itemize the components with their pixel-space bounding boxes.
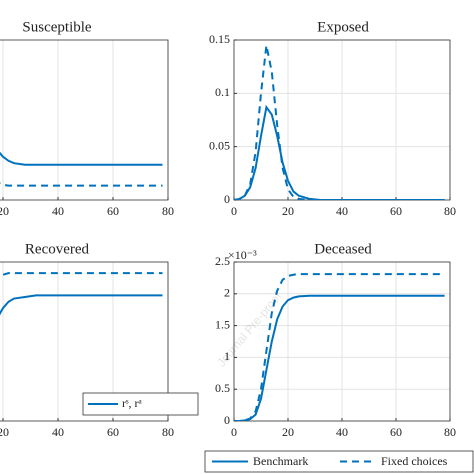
y-tick-label: 0.1 (215, 85, 230, 99)
x-tick-label: 0 (231, 425, 237, 439)
series-line (0, 294, 163, 316)
x-tick-label: 20 (282, 204, 294, 218)
x-tick-label: 20 (0, 425, 9, 439)
x-tick-label: 20 (0, 204, 9, 218)
panel-title: Deceased (314, 241, 372, 257)
series-line (234, 273, 445, 421)
series-line (0, 151, 163, 166)
x-tick-label: 80 (162, 425, 174, 439)
panel-title: Recovered (25, 241, 90, 257)
y-multiplier: ×10⁻³ (228, 248, 257, 262)
y-tick-label: 2 (224, 286, 230, 300)
series-line (234, 104, 445, 200)
axes-frame (0, 261, 169, 422)
x-tick-label: 60 (390, 425, 402, 439)
x-tick-label: 20 (282, 425, 294, 439)
x-tick-label: 60 (107, 204, 119, 218)
panel-title: Exposed (317, 19, 369, 35)
y-tick-label: 0 (224, 413, 230, 427)
panel-title: Susceptible (22, 19, 91, 35)
x-tick-label: 40 (336, 204, 348, 218)
y-tick-label: 2.5 (215, 254, 230, 268)
series-line (0, 182, 163, 187)
axes-frame (233, 261, 451, 422)
panel-legend-label: rˢ, rᵃ (122, 396, 143, 410)
y-tick-label: 0.15 (209, 32, 230, 46)
x-tick-label: 80 (444, 204, 456, 218)
x-tick-label: 60 (107, 425, 119, 439)
x-tick-label: 40 (336, 425, 348, 439)
x-tick-label: 80 (444, 425, 456, 439)
series-line (234, 45, 445, 200)
y-tick-label: 0 (224, 192, 230, 206)
y-tick-label: 1 (224, 349, 230, 363)
y-tick-label: 0.5 (215, 381, 230, 395)
legend-box (204, 450, 474, 473)
x-tick-label: 40 (52, 425, 64, 439)
x-tick-label: 40 (52, 204, 64, 218)
y-tick-label: 0.05 (209, 138, 230, 152)
panel-legend-box (82, 392, 199, 416)
legend-label: Fixed choices (381, 454, 448, 468)
x-tick-label: 80 (162, 204, 174, 218)
y-tick-label: 1.5 (215, 317, 230, 331)
series-line (0, 272, 163, 278)
x-tick-label: 0 (231, 204, 237, 218)
legend-label: Benchmark (253, 454, 308, 468)
axes-frame (0, 39, 169, 201)
x-tick-label: 60 (390, 204, 402, 218)
